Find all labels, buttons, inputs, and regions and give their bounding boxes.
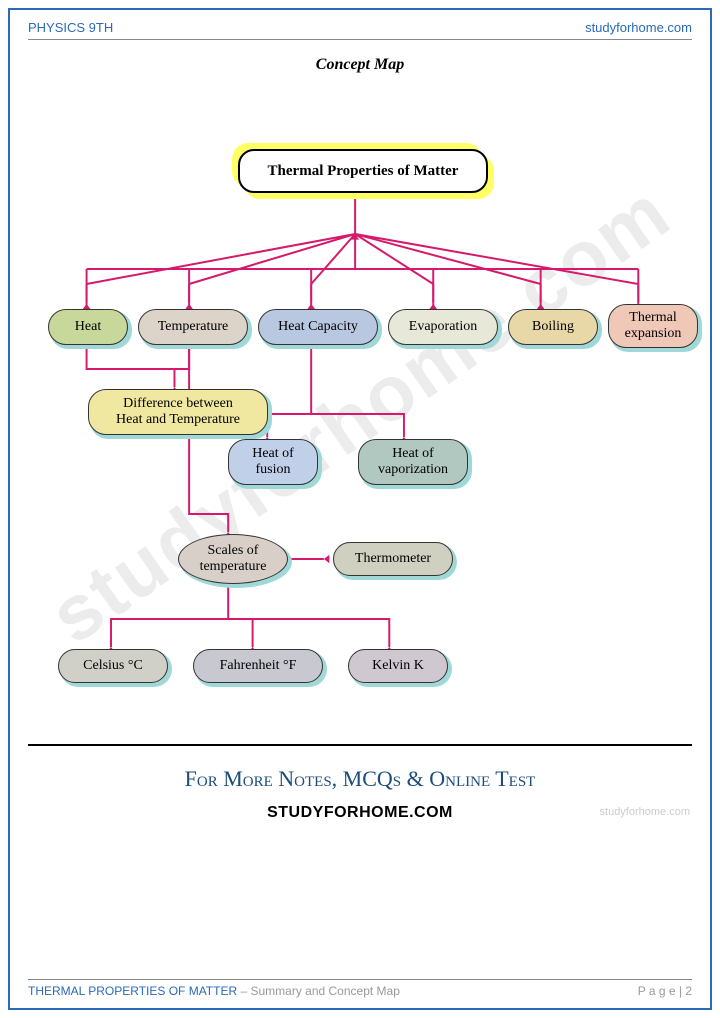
node-fusion: Heat offusion <box>228 439 318 485</box>
node-thermometer: Thermometer <box>333 542 453 576</box>
header: PHYSICS 9TH studyforhome.com <box>28 20 692 40</box>
node-boiling: Boiling <box>508 309 598 345</box>
footer-left: THERMAL PROPERTIES OF MATTER – Summary a… <box>28 984 400 998</box>
footer: THERMAL PROPERTIES OF MATTER – Summary a… <box>28 979 692 998</box>
promo-line2: STUDYFORHOME.COM <box>28 804 692 822</box>
node-temperature: Temperature <box>138 309 248 345</box>
node-celsius: Celsius °C <box>58 649 168 683</box>
footer-topic: THERMAL PROPERTIES OF MATTER <box>28 984 237 998</box>
page-title: Concept Map <box>28 56 692 74</box>
node-heat: Heat <box>48 309 128 345</box>
header-left: PHYSICS 9TH <box>28 20 113 35</box>
header-right: studyforhome.com <box>585 20 692 35</box>
promo-line1: For More Notes, MCQs & Online Test <box>28 766 692 792</box>
node-kelvin: Kelvin K <box>348 649 448 683</box>
small-watermark: studyforhome.com <box>600 806 690 818</box>
node-thermalexp: Thermalexpansion <box>608 304 698 348</box>
node-evaporation: Evaporation <box>388 309 498 345</box>
node-vaporization: Heat ofvaporization <box>358 439 468 485</box>
node-fahrenheit: Fahrenheit °F <box>193 649 323 683</box>
node-scales: Scales oftemperature <box>178 534 288 584</box>
node-root: Thermal Properties of Matter <box>238 149 488 193</box>
page-border: PHYSICS 9TH studyforhome.com Concept Map… <box>8 8 712 1010</box>
divider <box>28 744 692 746</box>
footer-subtitle: – Summary and Concept Map <box>237 984 400 998</box>
concept-map-canvas: studyforhome.com Thermal Properties of M… <box>28 94 692 734</box>
footer-page: P a g e | 2 <box>638 984 692 998</box>
node-heatcap: Heat Capacity <box>258 309 378 345</box>
node-diff: Difference betweenHeat and Temperature <box>88 389 268 435</box>
